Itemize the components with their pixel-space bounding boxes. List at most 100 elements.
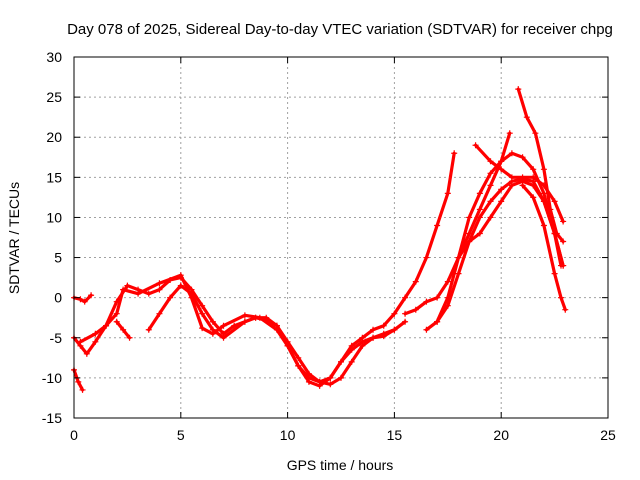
data-point: [508, 174, 515, 181]
data-point: [156, 280, 163, 287]
data-point: [519, 154, 526, 161]
data-point: [560, 218, 567, 225]
data-point: [177, 282, 184, 289]
data-point: [167, 294, 174, 301]
data-point: [498, 166, 505, 173]
data-point: [231, 322, 238, 329]
data-point: [487, 170, 494, 177]
y-axis-label: SDTVAR / TECUs: [6, 182, 22, 294]
series-line-3: [147, 284, 396, 388]
data-point: [530, 194, 537, 201]
data-point: [327, 374, 334, 381]
axis-ticks: 0 5 10 15 20 25 -15 -10 -5 0 5 10 15 20 25 30: [42, 49, 616, 443]
data-point: [553, 230, 560, 237]
data-point: [412, 306, 419, 313]
series-3: [145, 282, 398, 389]
y-tick-label: -10: [42, 370, 62, 386]
data-point: [167, 277, 174, 284]
data-point: [77, 342, 84, 349]
data-point: [156, 310, 163, 317]
data-point: [466, 230, 473, 237]
series-2: [71, 274, 409, 388]
data-point: [79, 386, 86, 393]
data-point: [498, 186, 505, 193]
data-point: [423, 298, 430, 305]
data-point: [487, 214, 494, 221]
x-tick-label: 0: [70, 427, 78, 443]
data-point: [316, 382, 323, 389]
data-point: [444, 278, 451, 285]
data-point: [487, 182, 494, 189]
data-point: [220, 334, 227, 341]
data-point: [103, 322, 110, 329]
data-point: [199, 310, 206, 317]
series-9: [515, 86, 567, 245]
data-point: [83, 350, 90, 357]
data-point: [423, 254, 430, 261]
data-point: [532, 130, 539, 137]
data-point: [560, 238, 567, 245]
data-point: [423, 326, 430, 333]
data-point: [530, 174, 537, 181]
x-tick-label: 10: [280, 427, 296, 443]
data-point: [402, 294, 409, 301]
data-point: [77, 296, 84, 303]
data-point: [156, 286, 163, 293]
data-point: [523, 114, 530, 121]
data-point: [455, 270, 462, 277]
data-point: [551, 198, 558, 205]
plot-frame: [73, 56, 609, 419]
series-line-10: [521, 183, 567, 312]
data-point: [380, 333, 387, 340]
data-point: [241, 318, 248, 325]
data-point: [81, 298, 88, 305]
data-point: [444, 302, 451, 309]
data-point: [472, 142, 479, 149]
data-point: [451, 150, 458, 157]
y-tick-label: 5: [54, 250, 62, 266]
y-tick-label: 30: [46, 49, 62, 65]
data-point: [560, 262, 567, 269]
x-axis-label: GPS time / hours: [287, 457, 394, 473]
series-1: [77, 150, 458, 385]
data-layer: [71, 86, 569, 393]
series-line-5: [424, 151, 565, 332]
y-tick-label: 25: [46, 89, 62, 105]
data-point: [487, 198, 494, 205]
data-point: [295, 362, 302, 369]
y-tick-label: 10: [46, 209, 62, 225]
x-tick-label: 25: [600, 427, 616, 443]
series-6: [434, 175, 567, 325]
data-point: [540, 166, 547, 173]
data-point: [434, 294, 441, 301]
data-point: [540, 222, 547, 229]
data-point: [402, 318, 409, 325]
y-tick-label: -15: [42, 410, 62, 426]
y-tick-label: 20: [46, 129, 62, 145]
data-point: [558, 294, 565, 301]
data-point: [370, 334, 377, 341]
data-point: [199, 302, 206, 309]
data-point: [327, 381, 334, 388]
x-tick-label: 20: [493, 427, 509, 443]
data-point: [177, 274, 184, 281]
data-point: [241, 312, 248, 319]
data-point: [391, 310, 398, 317]
data-point: [391, 326, 398, 333]
data-point: [476, 190, 483, 197]
x-tick-label: 5: [177, 427, 185, 443]
data-point: [273, 322, 280, 329]
data-point: [515, 86, 522, 93]
data-point: [188, 290, 195, 297]
x-tick-label: 15: [387, 427, 403, 443]
data-point: [263, 314, 270, 321]
series-line-7: [456, 131, 512, 260]
data-point: [145, 326, 152, 333]
series-line-1: [78, 151, 456, 384]
series-8: [472, 142, 567, 225]
data-point: [92, 338, 99, 345]
data-point: [145, 290, 152, 297]
series-11: [71, 366, 86, 393]
data-point: [113, 298, 120, 305]
